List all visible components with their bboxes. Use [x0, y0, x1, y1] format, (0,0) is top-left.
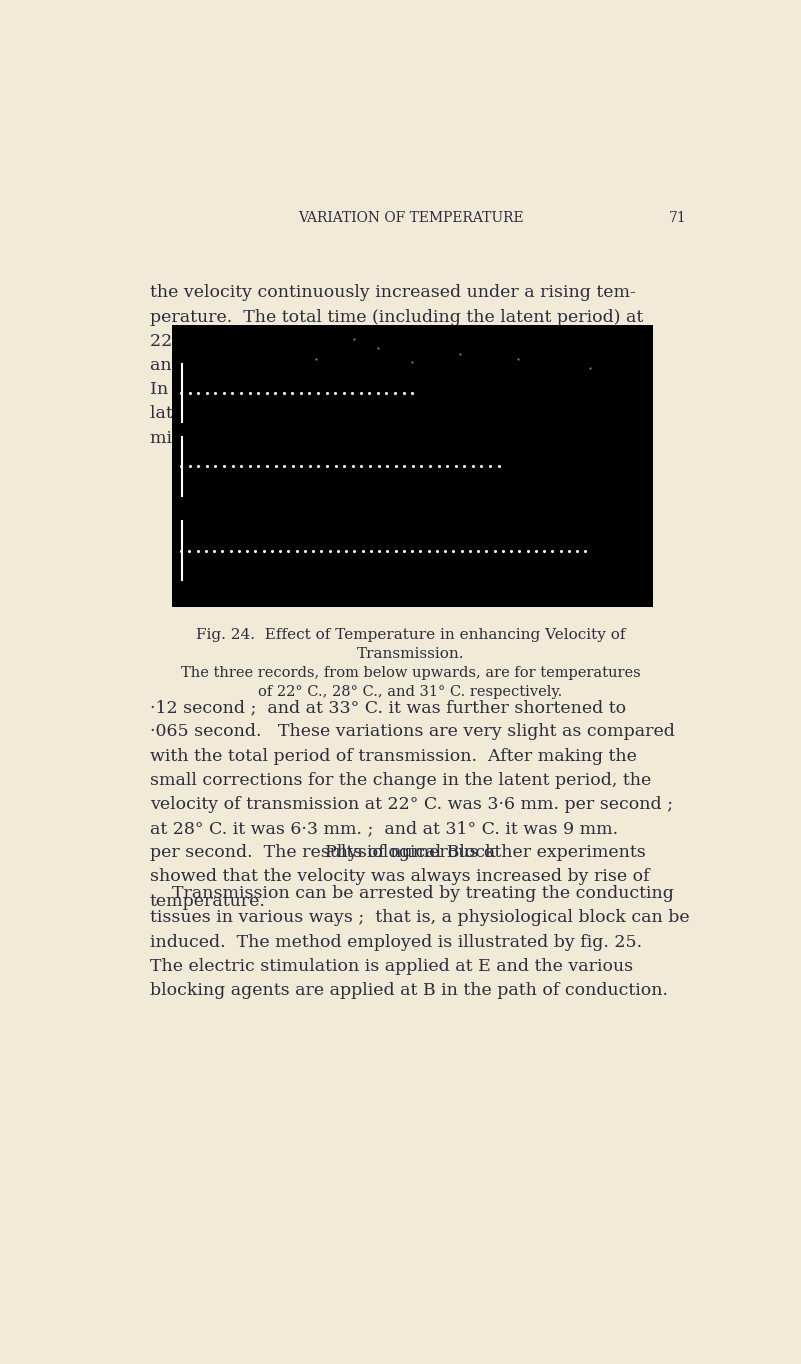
Bar	[171, 326, 653, 607]
Text: 71: 71	[669, 211, 686, 225]
Text: Transmission can be arrested by treating the conducting
tissues in various ways : Transmission can be arrested by treating…	[150, 885, 690, 998]
Text: Physiological Block: Physiological Block	[325, 844, 496, 861]
Text: The three records, from below upwards, are for temperatures
of 22° C., 28° C., a: The three records, from below upwards, a…	[181, 666, 640, 700]
Text: Fig. 24.  Effect of Temperature in enhancing Velocity of
Transmission.: Fig. 24. Effect of Temperature in enhanc…	[195, 627, 626, 662]
Text: VARIATION OF TEMPERATURE: VARIATION OF TEMPERATURE	[298, 211, 523, 225]
Text: ·12 second ;  and at 33° C. it was further shortened to
·065 second.   These var: ·12 second ; and at 33° C. it was furthe…	[150, 700, 674, 910]
Text: the velocity continuously increased under a rising tem-
perature.  The total tim: the velocity continuously increased unde…	[150, 285, 654, 446]
